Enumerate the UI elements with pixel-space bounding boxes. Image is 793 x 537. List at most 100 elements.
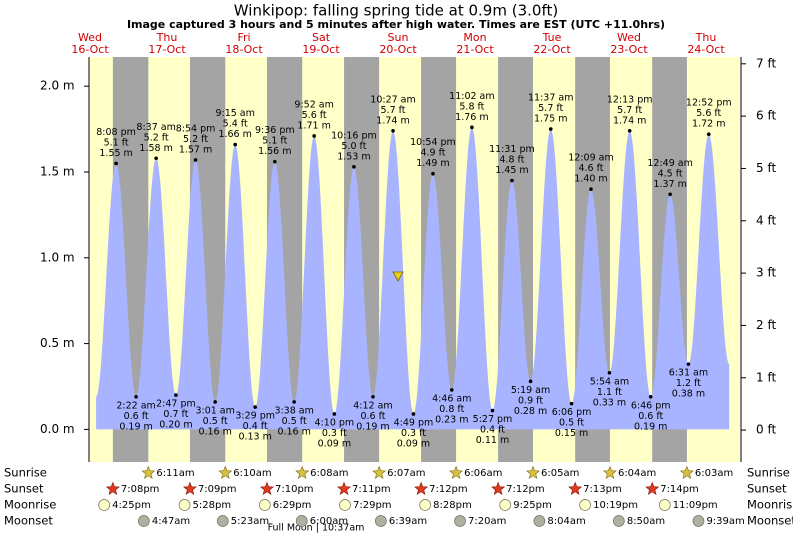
tide-ft: 0.5 ft (282, 416, 307, 427)
tide-ft: 0.9 ft (518, 395, 543, 406)
event-time: 9:25pm (513, 500, 552, 511)
event-time: 8:50am (627, 516, 665, 527)
sunset-icon (414, 481, 429, 495)
row-label: Moonrise (747, 498, 793, 512)
sunset-icon (645, 481, 660, 495)
tide-time: 2:22 am (116, 400, 155, 411)
tide-time: 10:16 pm (331, 130, 377, 141)
tide-ft: 5.2 ft (144, 132, 169, 143)
tide-time: 4:46 am (432, 393, 471, 404)
day-date: 17-Oct (148, 43, 186, 56)
tide-m: 1.74 m (613, 115, 646, 126)
tide-time: 6:06 pm (552, 407, 592, 418)
tide-time: 8:37 am (136, 122, 175, 133)
day-date: 16-Oct (71, 43, 109, 56)
event-time: 5:28pm (193, 500, 232, 511)
tide-time: 11:31 pm (489, 144, 535, 155)
tide-m: 0.19 m (634, 421, 667, 432)
day-name: Sat (312, 31, 331, 44)
event-time: 9:39am (706, 516, 744, 527)
tide-point (174, 393, 178, 397)
tide-point (253, 405, 257, 409)
tide-m: 1.76 m (455, 112, 488, 123)
tide-ft: 0.6 ft (124, 411, 149, 422)
row-label: Sunrise (4, 466, 47, 480)
tide-ft: 5.6 ft (696, 108, 721, 119)
tide-time: 8:08 pm (96, 127, 136, 138)
tide-time: 6:31 am (669, 368, 708, 379)
tide-ft: 5.4 ft (223, 119, 248, 130)
tide-time: 11:37 am (528, 93, 573, 104)
tide-ft: 5.8 ft (459, 101, 484, 112)
tide-ft: 4.5 ft (658, 168, 683, 179)
sunrise-icon (526, 465, 540, 479)
sunset-icon (183, 481, 197, 495)
day-name: Mon (463, 31, 486, 44)
tide-m: 0.15 m (555, 428, 588, 439)
y-tick-label: 0.0 m (40, 422, 75, 436)
moonrise-icon (499, 499, 512, 511)
sunset-icon (491, 481, 506, 495)
chart-subtitle: Image captured 3 hours and 5 minutes aft… (127, 18, 665, 31)
event-time: 8:28pm (433, 500, 472, 511)
moonset-icon (533, 515, 546, 527)
tide-time: 4:10 pm (315, 417, 355, 428)
moonset-icon (454, 515, 466, 527)
day-name: Tue (542, 31, 562, 44)
day-name: Sun (388, 31, 409, 44)
tide-time: 9:52 am (294, 99, 333, 110)
tide-ft: 4.9 ft (420, 148, 445, 159)
event-time: 7:20am (468, 516, 506, 527)
tide-m: 0.23 m (435, 414, 468, 425)
tide-time: 4:12 am (353, 400, 392, 411)
moonset-icon (216, 515, 229, 527)
tide-point (470, 125, 474, 130)
y2-tick-label: 6 ft (756, 109, 776, 123)
row-label: Sunset (4, 482, 44, 496)
tide-ft: 0.7 ft (163, 409, 188, 420)
moonset-icon (612, 515, 625, 527)
tide-m: 1.74 m (376, 115, 409, 126)
event-time: 6:07am (387, 468, 425, 479)
tide-time: 3:29 pm (235, 411, 275, 422)
sunset-icon (337, 481, 351, 495)
tide-time: 8:54 pm (176, 123, 216, 134)
tide-m: 1.37 m (653, 179, 686, 190)
tide-ft: 5.2 ft (183, 134, 208, 145)
tide-point (134, 394, 138, 399)
tide-point (548, 127, 553, 131)
tide-m: 1.53 m (337, 151, 370, 162)
event-time: 8:04am (547, 516, 585, 527)
tide-time: 5:27 pm (473, 414, 513, 425)
tide-point (371, 394, 375, 399)
tide-m: 0.19 m (119, 421, 152, 432)
tide-time: 5:19 am (511, 385, 550, 396)
event-time: 7:08pm (121, 484, 160, 495)
tide-m: 1.58 m (139, 143, 172, 154)
tide-ft: 0.6 ft (638, 411, 663, 422)
tide-point (292, 400, 296, 404)
tide-time: 3:38 am (274, 405, 313, 416)
tide-point (648, 394, 653, 399)
event-time: 6:06am (464, 468, 502, 479)
tide-time: 12:13 pm (607, 94, 653, 105)
day-date: 24-Oct (687, 43, 725, 56)
day-date: 23-Oct (610, 43, 648, 56)
event-time: 4:25pm (112, 500, 151, 511)
tide-ft: 0.4 ft (243, 421, 268, 432)
moonset-icon (137, 515, 150, 527)
moonrise-icon (178, 499, 191, 511)
tide-time: 10:54 pm (410, 137, 456, 148)
tide-point (668, 192, 672, 197)
tide-point (569, 401, 574, 406)
moonrise-icon (98, 499, 111, 511)
tide-point (589, 187, 593, 191)
day-date: 21-Oct (456, 43, 494, 56)
tide-ft: 5.6 ft (302, 110, 327, 121)
tide-m: 0.13 m (238, 432, 271, 443)
event-time: 7:11pm (352, 484, 391, 495)
day-date: 22-Oct (533, 43, 571, 56)
tide-point (411, 412, 416, 416)
tide-point (114, 161, 118, 166)
